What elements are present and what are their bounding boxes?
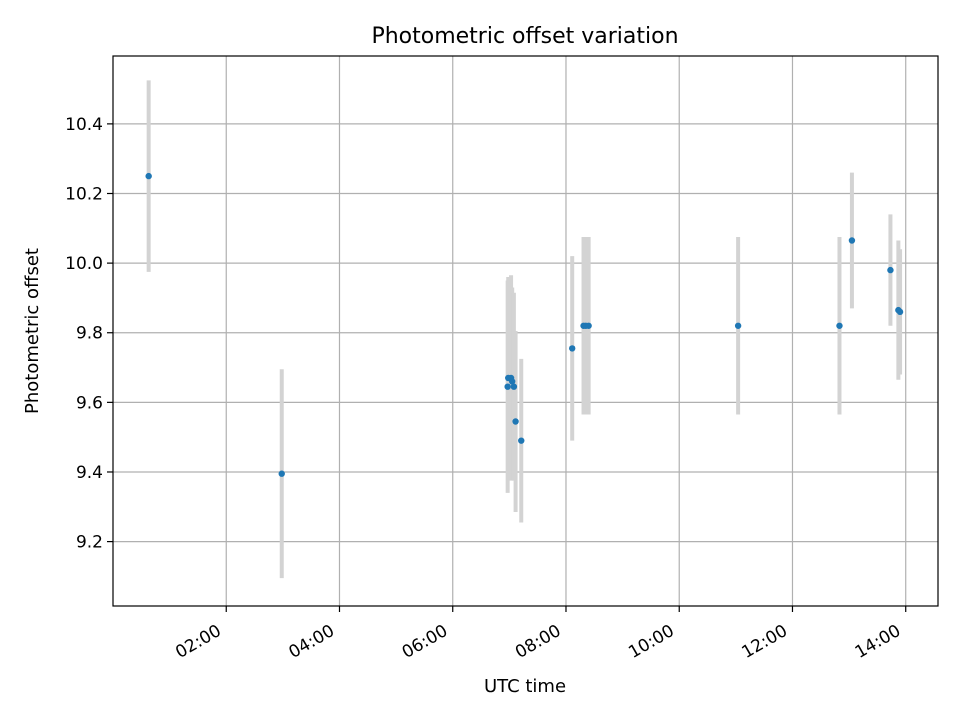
data-point (734, 322, 742, 329)
y-axis-ticks: 9.2 9.4 9.6 9.8 10.0 10.2 10.4 (65, 115, 113, 553)
plot-frame (112, 55, 939, 607)
data-point (569, 345, 576, 352)
data-point (145, 172, 152, 180)
data-point (848, 237, 856, 244)
data-point (504, 383, 511, 390)
y-tick-label: 10.0 (65, 254, 103, 274)
chart-title: Photometric offset variation (371, 24, 678, 49)
y-tick-label: 10.4 (65, 115, 103, 135)
y-tick-label: 9.8 (76, 324, 103, 344)
data-point (518, 437, 525, 444)
y-tick-label: 9.6 (76, 393, 103, 413)
y-tick-label: 10.2 (65, 185, 103, 205)
data-point (512, 418, 519, 425)
y-axis-label: Photometric offset (22, 248, 43, 414)
x-axis-label: UTC time (484, 676, 566, 697)
data-point (836, 322, 843, 329)
data-point (585, 322, 592, 329)
data-point (887, 266, 894, 274)
data-points (145, 172, 904, 477)
data-point (896, 308, 904, 316)
data-point (510, 383, 518, 390)
y-tick-label: 9.2 (76, 533, 103, 553)
grid (113, 56, 938, 606)
data-point (278, 470, 285, 477)
data-point (508, 378, 516, 385)
y-tick-label: 9.4 (76, 463, 103, 483)
